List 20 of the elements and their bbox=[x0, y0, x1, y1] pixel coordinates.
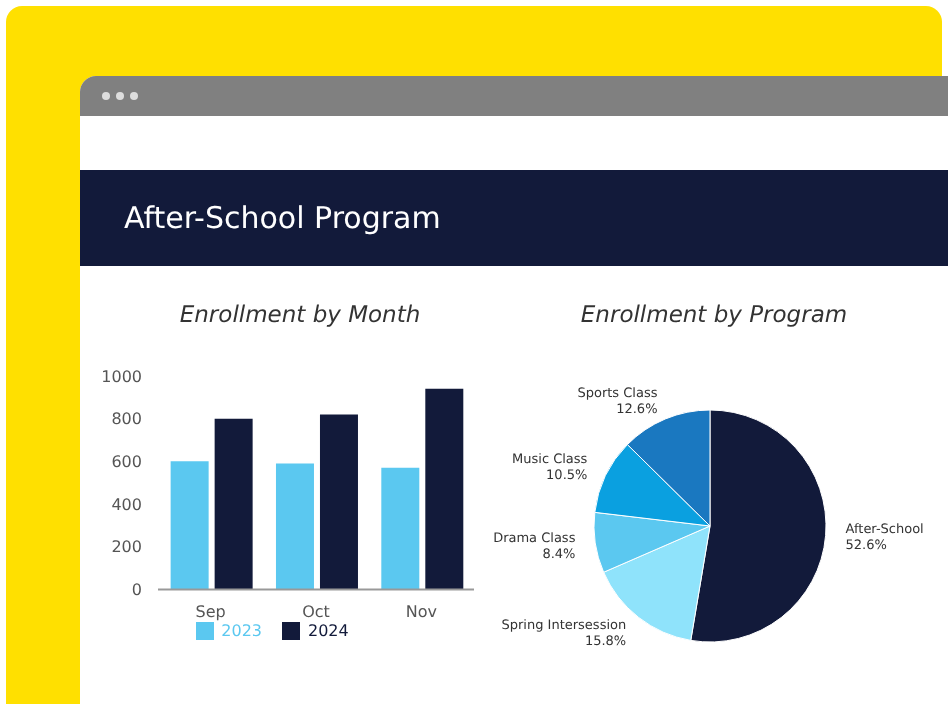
bar bbox=[275, 463, 314, 590]
y-tick-label: 1000 bbox=[101, 367, 142, 386]
text: After-School Program bbox=[124, 200, 441, 236]
chart-title: Enrollment by Month bbox=[177, 300, 423, 328]
x-tick-label: Nov bbox=[405, 602, 438, 621]
bar bbox=[170, 461, 209, 590]
bar bbox=[214, 418, 253, 590]
y-tick-label: 800 bbox=[111, 410, 142, 429]
y-tick-label: 0 bbox=[131, 581, 142, 600]
chart-title: Enrollment by Program bbox=[578, 300, 850, 328]
legend-label: 2023 bbox=[221, 621, 262, 640]
x-tick-label: Sep bbox=[195, 602, 226, 621]
bar bbox=[425, 388, 464, 590]
legend-label: 2024 bbox=[308, 621, 349, 640]
y-tick-label: 200 bbox=[111, 538, 142, 557]
y-tick-label: 600 bbox=[111, 453, 142, 472]
y-tick-label: 400 bbox=[111, 495, 142, 514]
x-tick-label: Oct bbox=[302, 602, 330, 621]
bar bbox=[381, 467, 420, 590]
bar bbox=[319, 414, 358, 590]
